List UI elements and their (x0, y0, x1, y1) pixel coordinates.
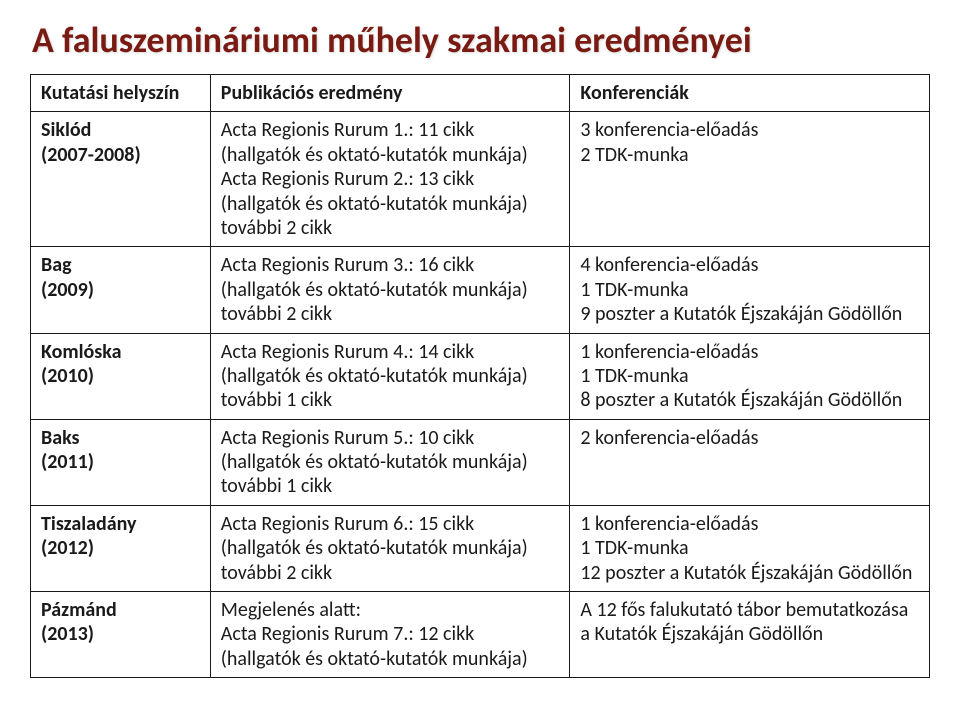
conferences-cell: 4 konferencia-előadás1 TDK-munka9 poszte… (570, 247, 930, 333)
publication-text: további 2 cikk (221, 561, 560, 585)
publication-cell: Megjelenés alatt:Acta Regionis Rurum 7.:… (210, 592, 570, 678)
header-location: Kutatási helyszín (31, 75, 211, 112)
publication-text: további 1 cikk (221, 388, 560, 412)
publication-cell: Acta Regionis Rurum 6.: 15 cikk(hallgató… (210, 505, 570, 591)
location-name: Tiszaladány (41, 512, 200, 536)
table-row: Komlóska(2010)Acta Regionis Rurum 4.: 14… (31, 333, 930, 419)
conference-text: 12 poszter a Kutatók Éjszakáján Gödöllőn (580, 561, 919, 585)
publication-text: további 2 cikk (221, 302, 560, 326)
location-years: (2013) (41, 622, 200, 646)
location-years: (2012) (41, 536, 200, 560)
conference-text: 1 konferencia-előadás (580, 340, 919, 364)
table-row: Baks(2011)Acta Regionis Rurum 5.: 10 cik… (31, 419, 930, 505)
conference-text: 8 poszter a Kutatók Éjszakáján Gödöllőn (580, 388, 919, 412)
publication-text: (hallgatók és oktató-kutatók munkája) (221, 647, 560, 671)
conference-text: 1 TDK-munka (580, 536, 919, 560)
conference-text: 9 poszter a Kutatók Éjszakáján Gödöllőn (580, 302, 919, 326)
publication-text: további 2 cikk (221, 216, 560, 240)
location-years: (2010) (41, 364, 200, 388)
location-name: Bag (41, 253, 200, 277)
location-years: (2009) (41, 278, 200, 302)
location-cell: Baks(2011) (31, 419, 211, 505)
location-name: Baks (41, 426, 200, 450)
table-row: Tiszaladány(2012)Acta Regionis Rurum 6.:… (31, 505, 930, 591)
conferences-cell: 2 konferencia-előadás (570, 419, 930, 505)
location-cell: Komlóska(2010) (31, 333, 211, 419)
table-row: Pázmánd(2013)Megjelenés alatt:Acta Regio… (31, 592, 930, 678)
publication-text: Acta Regionis Rurum 4.: 14 cikk (221, 340, 560, 364)
conference-text: 4 konferencia-előadás (580, 253, 919, 277)
conference-text: 1 konferencia-előadás (580, 512, 919, 536)
location-cell: Tiszaladány(2012) (31, 505, 211, 591)
publication-cell: Acta Regionis Rurum 1.: 11 cikk(hallgató… (210, 112, 570, 247)
conference-text: a Kutatók Éjszakáján Gödöllőn (580, 622, 919, 646)
table-row: Siklód(2007-2008)Acta Regionis Rurum 1.:… (31, 112, 930, 247)
publication-text: Acta Regionis Rurum 5.: 10 cikk (221, 426, 560, 450)
conferences-cell: A 12 fős falukutató tábor bemutatkozásaa… (570, 592, 930, 678)
slide-title: A faluszemináriumi műhely szakmai eredmé… (32, 18, 930, 62)
publication-cell: Acta Regionis Rurum 3.: 16 cikk(hallgató… (210, 247, 570, 333)
publication-cell: Acta Regionis Rurum 5.: 10 cikk(hallgató… (210, 419, 570, 505)
results-table: Kutatási helyszín Publikációs eredmény K… (30, 74, 930, 678)
conferences-cell: 1 konferencia-előadás1 TDK-munka8 poszte… (570, 333, 930, 419)
publication-text: (hallgatók és oktató-kutatók munkája) (221, 536, 560, 560)
conference-text: 1 TDK-munka (580, 364, 919, 388)
location-name: Komlóska (41, 340, 200, 364)
location-years: (2011) (41, 450, 200, 474)
conference-text: 1 TDK-munka (580, 278, 919, 302)
publication-text: Megjelenés alatt: (221, 598, 560, 622)
publication-text: Acta Regionis Rurum 3.: 16 cikk (221, 253, 560, 277)
conference-text: A 12 fős falukutató tábor bemutatkozása (580, 598, 919, 622)
conference-text: 2 konferencia-előadás (580, 426, 919, 450)
publication-text: (hallgatók és oktató-kutatók munkája) (221, 364, 560, 388)
location-cell: Pázmánd(2013) (31, 592, 211, 678)
publication-text: (hallgatók és oktató-kutatók munkája) (221, 192, 560, 216)
header-publication: Publikációs eredmény (210, 75, 570, 112)
publication-text: további 1 cikk (221, 474, 560, 498)
header-conferences: Konferenciák (570, 75, 930, 112)
table-row: Bag(2009)Acta Regionis Rurum 3.: 16 cikk… (31, 247, 930, 333)
location-name: Siklód (41, 118, 200, 142)
location-name: Pázmánd (41, 598, 200, 622)
publication-text: Acta Regionis Rurum 1.: 11 cikk (221, 118, 560, 142)
publication-text: Acta Regionis Rurum 6.: 15 cikk (221, 512, 560, 536)
conferences-cell: 1 konferencia-előadás1 TDK-munka12 poszt… (570, 505, 930, 591)
table-header-row: Kutatási helyszín Publikációs eredmény K… (31, 75, 930, 112)
location-cell: Bag(2009) (31, 247, 211, 333)
location-years: (2007-2008) (41, 143, 200, 167)
publication-text: (hallgatók és oktató-kutatók munkája) (221, 143, 560, 167)
publication-text: Acta Regionis Rurum 2.: 13 cikk (221, 167, 560, 191)
location-cell: Siklód(2007-2008) (31, 112, 211, 247)
publication-text: Acta Regionis Rurum 7.: 12 cikk (221, 622, 560, 646)
publication-cell: Acta Regionis Rurum 4.: 14 cikk(hallgató… (210, 333, 570, 419)
conferences-cell: 3 konferencia-előadás2 TDK-munka (570, 112, 930, 247)
conference-text: 3 konferencia-előadás (580, 118, 919, 142)
publication-text: (hallgatók és oktató-kutatók munkája) (221, 278, 560, 302)
publication-text: (hallgatók és oktató-kutatók munkája) (221, 450, 560, 474)
slide: A faluszemináriumi műhely szakmai eredmé… (0, 0, 960, 702)
conference-text: 2 TDK-munka (580, 143, 919, 167)
